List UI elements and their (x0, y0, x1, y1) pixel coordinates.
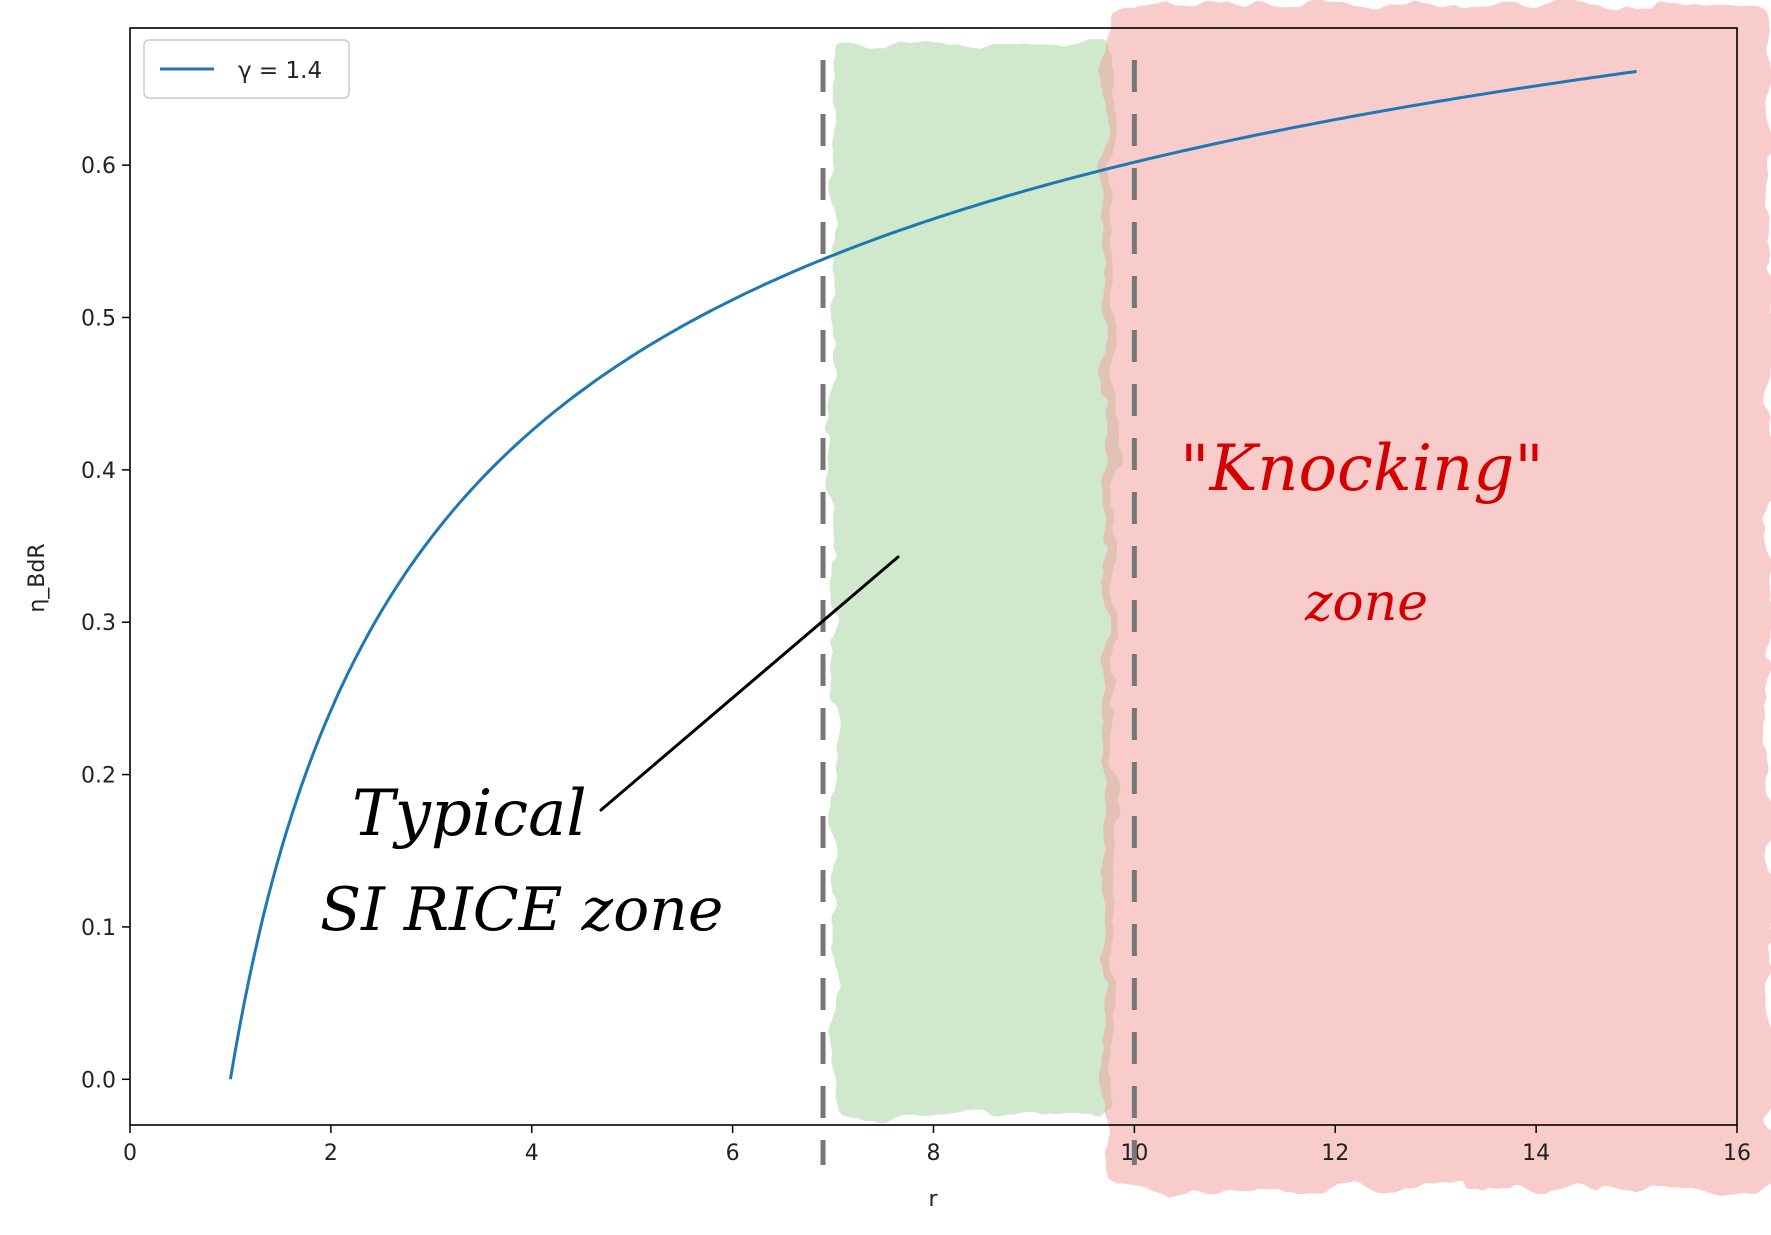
x-tick-label: 4 (525, 1141, 539, 1166)
si-rice-zone-shading (833, 43, 1115, 1116)
y-axis-label: η_BdR (25, 543, 50, 612)
x-tick-label: 2 (324, 1141, 338, 1166)
knocking-zone-shading (1104, 5, 1771, 1190)
x-tick-label: 8 (927, 1141, 941, 1166)
series-line-gamma-1-4 (228, 69, 1637, 1080)
y-tick-label: 0.3 (81, 611, 116, 636)
y-tick-label: 0.0 (81, 1068, 116, 1093)
x-axis-label: r (928, 1187, 938, 1212)
series-group (228, 69, 1637, 1080)
y-tick-label: 0.4 (81, 459, 116, 484)
legend-entry: γ = 1.4 (238, 58, 322, 84)
y-tick-label: 0.5 (81, 306, 116, 331)
annotation-pointer-line (599, 555, 900, 812)
annotation-si-rice-line2: SI RICE zone (320, 875, 723, 945)
legend-box (143, 39, 350, 99)
x-tick-label: 0 (123, 1141, 137, 1166)
shaded-zones (833, 5, 1771, 1190)
annotation-si-rice: Typical SI RICE zone (320, 777, 723, 945)
x-tick-label: 12 (1321, 1141, 1349, 1166)
y-axis: 0.0 0.1 0.2 0.3 0.4 0.5 0.6 (81, 154, 130, 1093)
x-tick-label: 14 (1522, 1141, 1550, 1166)
annotation-si-rice-line1: Typical (352, 777, 587, 851)
annotation-knocking-line2: zone (1304, 573, 1428, 633)
y-tick-label: 0.6 (81, 154, 116, 179)
annotation-knocking: "Knocking" zone (1180, 432, 1544, 633)
y-tick-label: 0.1 (81, 916, 116, 941)
y-tick-label: 0.2 (81, 764, 116, 789)
annotation-knocking-line1: "Knocking" (1180, 432, 1544, 506)
legend: γ = 1.4 (143, 39, 350, 99)
x-tick-label: 6 (726, 1141, 740, 1166)
x-tick-label: 16 (1723, 1141, 1751, 1166)
vertical-reference-lines (820, 60, 1137, 1165)
